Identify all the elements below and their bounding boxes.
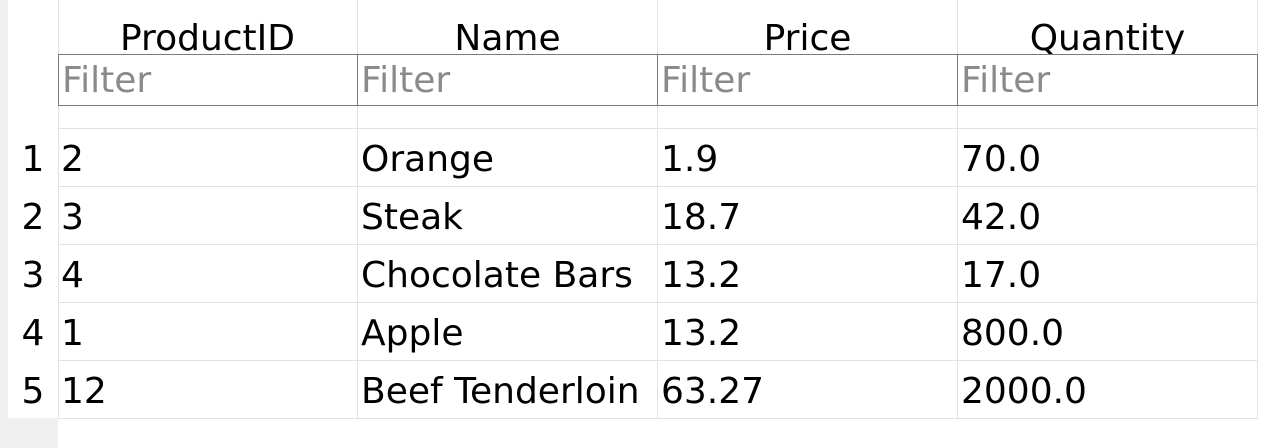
cell-price[interactable]: 13.2 bbox=[661, 313, 742, 354]
row-number[interactable]: 5 bbox=[21, 371, 45, 412]
cell-name[interactable]: Steak bbox=[361, 197, 464, 238]
column-divider bbox=[657, 0, 658, 418]
cell-price[interactable]: 13.2 bbox=[661, 255, 742, 296]
cell-name[interactable]: Beef Tenderloin bbox=[361, 371, 640, 412]
row-number[interactable]: 3 bbox=[21, 255, 45, 296]
row-number[interactable]: 2 bbox=[21, 197, 45, 238]
cell-productid[interactable]: 12 bbox=[61, 371, 107, 412]
column-header-productid[interactable]: ProductID bbox=[119, 18, 296, 54]
cell-productid[interactable]: 3 bbox=[61, 197, 84, 238]
table-row[interactable]: 12 Beef Tenderloin 63.27 2000.0 bbox=[58, 361, 1258, 419]
row-number[interactable]: 1 bbox=[21, 139, 45, 180]
bottom-gutter bbox=[8, 418, 58, 448]
cell-productid[interactable]: 4 bbox=[61, 255, 84, 296]
cell-price[interactable]: 1.9 bbox=[661, 139, 719, 180]
cell-name[interactable]: Apple bbox=[361, 313, 464, 354]
cell-productid[interactable]: 2 bbox=[61, 139, 84, 180]
table-row[interactable]: 2 Orange 1.9 70.0 bbox=[58, 129, 1258, 187]
column-header-quantity[interactable]: Quantity bbox=[1029, 18, 1186, 54]
cell-price[interactable]: 18.7 bbox=[661, 197, 742, 238]
cell-productid[interactable]: 1 bbox=[61, 313, 84, 354]
row-number[interactable]: 4 bbox=[21, 313, 45, 354]
cell-quantity[interactable]: 2000.0 bbox=[961, 371, 1087, 412]
row-number-column bbox=[8, 0, 58, 448]
table-row[interactable]: 1 Apple 13.2 800.0 bbox=[58, 303, 1258, 361]
column-divider bbox=[1257, 0, 1258, 418]
column-header-price[interactable]: Price bbox=[763, 18, 852, 54]
table-row[interactable]: 4 Chocolate Bars 13.2 17.0 bbox=[58, 245, 1258, 303]
filter-input-productid[interactable] bbox=[58, 54, 358, 106]
table-row[interactable]: 3 Steak 18.7 42.0 bbox=[58, 187, 1258, 245]
cell-quantity[interactable]: 17.0 bbox=[961, 255, 1042, 296]
table-divider bbox=[58, 128, 1258, 129]
cell-quantity[interactable]: 70.0 bbox=[961, 139, 1042, 180]
left-gutter bbox=[0, 0, 8, 448]
cell-price[interactable]: 63.27 bbox=[661, 371, 765, 412]
cell-quantity[interactable]: 42.0 bbox=[961, 197, 1042, 238]
filter-input-quantity[interactable] bbox=[957, 54, 1258, 106]
cell-name[interactable]: Chocolate Bars bbox=[361, 255, 633, 296]
filter-input-name[interactable] bbox=[357, 54, 658, 106]
column-divider bbox=[58, 0, 59, 418]
column-header-name[interactable]: Name bbox=[454, 18, 561, 54]
cell-name[interactable]: Orange bbox=[361, 139, 495, 180]
cell-quantity[interactable]: 800.0 bbox=[961, 313, 1065, 354]
column-divider bbox=[957, 0, 958, 418]
filter-input-price[interactable] bbox=[657, 54, 958, 106]
column-divider bbox=[357, 0, 358, 418]
